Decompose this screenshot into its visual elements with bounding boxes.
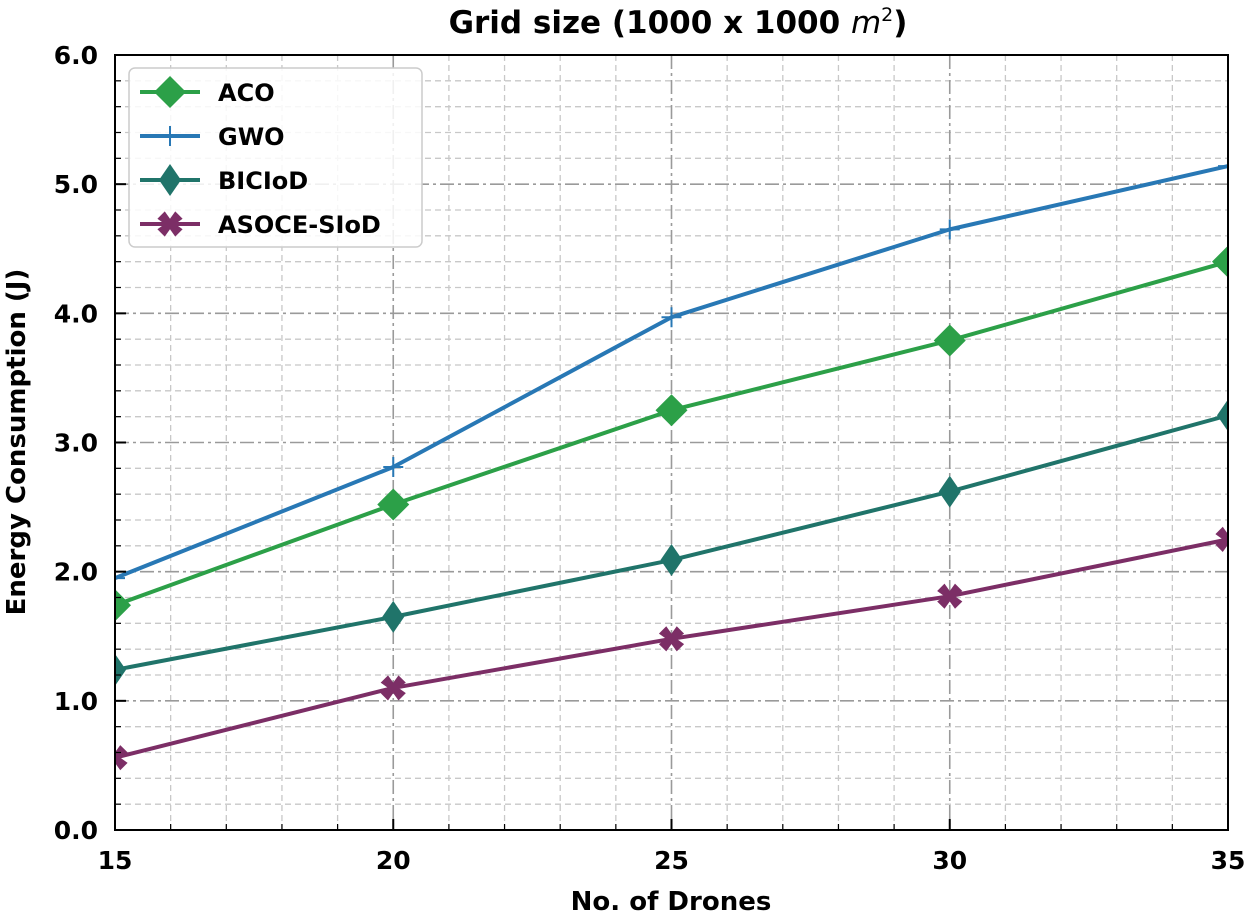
- data-point-biciod: [938, 475, 961, 508]
- y-tick-label: 6.0: [54, 41, 98, 70]
- chart-title-close: ): [893, 5, 907, 41]
- data-point-gwo: [383, 457, 404, 478]
- legend-label-biciod: BICIoD: [218, 167, 308, 195]
- chart-title-sup: 2: [881, 4, 893, 26]
- series-markers: [115, 156, 1228, 771]
- y-tick-label: 0.0: [54, 816, 98, 845]
- data-point-asoce-siod: [1215, 526, 1228, 552]
- y-tick-label: 5.0: [54, 170, 98, 199]
- data-point-biciod: [1217, 399, 1228, 432]
- legend-label-gwo: GWO: [218, 123, 285, 151]
- y-tick-label: 4.0: [54, 299, 98, 328]
- legend-marker-aco: [154, 76, 186, 108]
- y-tick-label: 3.0: [54, 429, 98, 458]
- data-point-asoce-siod: [380, 675, 406, 701]
- legend: ACO GWO BICIoD ASOCE-SIoD: [128, 67, 423, 248]
- data-point-asoce-siod: [115, 745, 128, 771]
- chart-title-var: m: [851, 5, 881, 41]
- y-axis-label: Energy Consumption (J): [2, 269, 32, 616]
- data-point-gwo: [661, 307, 682, 328]
- legend-box: [128, 67, 423, 248]
- data-point-aco: [1212, 245, 1228, 278]
- y-tick-label: 1.0: [54, 687, 98, 716]
- data-point-aco: [933, 324, 966, 357]
- data-point-biciod: [382, 600, 405, 633]
- legend-marker-asoce-siod: [157, 211, 183, 237]
- data-point-asoce-siod: [658, 626, 685, 652]
- legend-marker-gwo: [160, 126, 180, 146]
- data-point-gwo: [115, 568, 125, 589]
- data-point-aco: [655, 394, 688, 427]
- y-tick-label: 2.0: [54, 558, 98, 587]
- legend-label-aco: ACO: [218, 79, 275, 107]
- x-tick-label: 35: [1211, 846, 1246, 875]
- legend-marker-biciod: [159, 164, 181, 196]
- x-tick-label: 30: [932, 846, 967, 875]
- data-point-gwo: [1218, 156, 1228, 177]
- data-point-aco: [377, 488, 410, 521]
- data-point-biciod: [660, 544, 683, 577]
- x-tick-label: 25: [654, 846, 689, 875]
- x-tick-label: 20: [376, 846, 411, 875]
- tick-labels: 15 20 25 30 35 0.0 1.0 2.0 3.0 4.0 5.0 6.0: [54, 41, 1246, 875]
- chart-title-main: Grid size (1000 x 1000: [449, 5, 851, 41]
- axis-ticks: [114, 54, 1229, 831]
- data-point-biciod: [115, 653, 126, 686]
- data-point-asoce-siod: [937, 583, 963, 609]
- legend-label-asoce-siod: ASOCE-SIoD: [218, 211, 381, 239]
- data-point-gwo: [939, 219, 960, 240]
- x-axis-label: No. of Drones: [571, 887, 772, 916]
- x-tick-label: 15: [98, 846, 133, 875]
- chart-title: Grid size (1000 x 1000 m2): [449, 4, 908, 41]
